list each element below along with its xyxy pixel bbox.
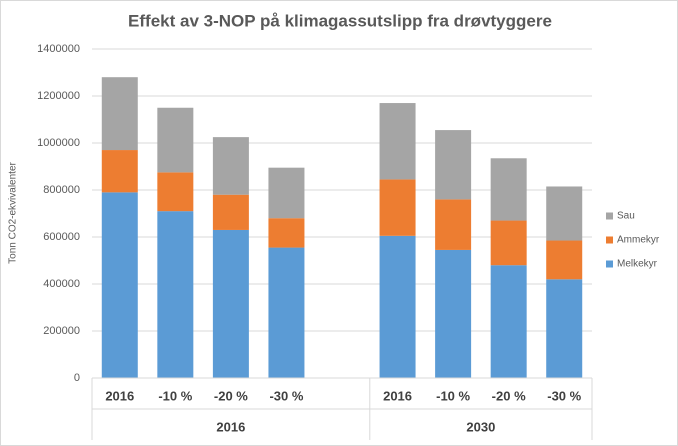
x-tick-label: -30 % [547,388,581,403]
y-tick-label: 800000 [43,184,80,196]
bar-segment [546,240,583,280]
chart-title: Effekt av 3-NOP på klimagassutslipp fra … [128,11,552,30]
bar-segment [490,220,527,266]
bar-segment [268,218,305,248]
y-tick-label: 400000 [43,278,80,290]
bar-segment [379,103,416,180]
bar-segment [157,211,194,378]
x-tick-label: -20 % [492,388,526,403]
x-tick-label: -20 % [214,388,248,403]
x-tick-label: 2016 [383,388,412,403]
bar-segment [435,199,472,250]
x-tick-label: -10 % [436,388,470,403]
bar-segment [212,229,249,378]
y-axis-label: Tonn CO2-ekvivalenter [8,161,19,263]
legend-swatch [606,212,613,220]
legend-swatch [606,260,613,268]
x-tick-label: 2016 [105,388,134,403]
x-tick-label: -30 % [269,388,303,403]
bar-segment [157,172,194,212]
legend-swatch [606,236,613,244]
bar-segment [101,192,138,378]
bar-segment [101,77,138,151]
y-tick-label: 1000000 [37,137,80,149]
bar-segment [379,235,416,378]
y-tick-label: 200000 [43,325,80,337]
bar-segment [490,158,527,221]
bar-segment [268,167,305,219]
legend-label: Sau [617,211,635,222]
bar-segment [546,279,583,378]
x-tick-label: -10 % [158,388,192,403]
group-label: 2016 [216,419,245,434]
bar-segment [101,150,138,193]
bar-segment [212,194,249,230]
bar-segment [212,137,249,195]
bar-segment [157,107,194,173]
group-label: 2030 [466,419,495,434]
y-tick-label: 1400000 [37,43,80,55]
bar-segment [379,179,416,236]
legend-label: Melkekyr [617,259,658,270]
y-tick-label: 600000 [43,231,80,243]
bar-segment [268,247,305,378]
bar-segment [490,265,527,378]
bar-segment [546,186,583,241]
legend-label: Ammekyr [617,235,660,246]
bar-segment [435,249,472,378]
bar-segment [435,130,472,200]
y-tick-label: 0 [74,372,80,384]
y-tick-label: 1200000 [37,90,80,102]
